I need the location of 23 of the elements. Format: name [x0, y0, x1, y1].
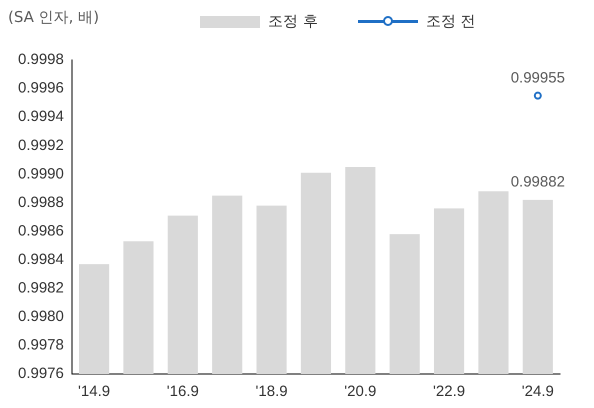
x-tick-label: '16.9 [166, 383, 199, 400]
x-tick-label: '18.9 [256, 383, 288, 400]
data-label: 0.99955 [510, 69, 565, 86]
y-tick-label: 0.9980 [18, 308, 64, 326]
x-tick-label: '14.9 [78, 383, 110, 400]
y-axis-title: (SA 인자, 배) [8, 8, 100, 27]
x-tick-label: '24.9 [522, 383, 554, 400]
y-tick-label: 0.9986 [18, 222, 64, 240]
x-tick-label: '20.9 [344, 383, 376, 400]
y-tick-label: 0.9998 [18, 51, 64, 68]
legend-label: 조정 후 [268, 12, 318, 31]
legend-label: 조정 전 [426, 12, 476, 31]
x-tick-label: '22.9 [433, 383, 466, 400]
data-label: 0.99882 [510, 174, 565, 191]
y-tick-label: 0.9978 [18, 336, 64, 354]
y-tick-label: 0.9990 [18, 165, 64, 182]
y-tick-label: 0.9996 [18, 80, 64, 97]
y-tick-label: 0.9988 [18, 194, 64, 211]
y-tick-label: 0.9984 [18, 250, 64, 268]
y-tick-label: 0.9976 [18, 365, 64, 382]
y-tick-label: 0.9992 [18, 136, 64, 154]
y-tick-label: 0.9994 [18, 108, 64, 126]
y-tick-label: 0.9982 [18, 280, 64, 297]
